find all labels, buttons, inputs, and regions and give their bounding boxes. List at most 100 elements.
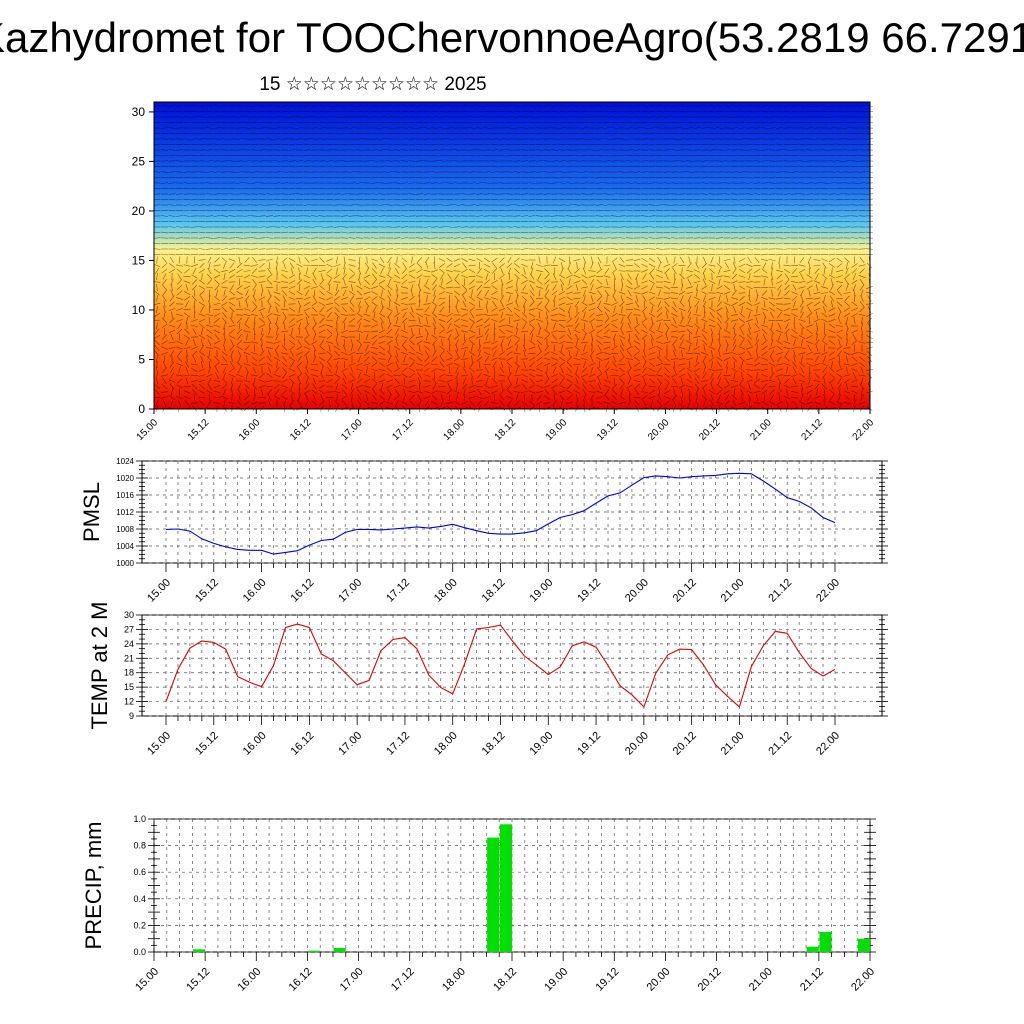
wind-barb bbox=[626, 346, 633, 350]
wind-barb bbox=[348, 330, 356, 333]
wind-barb bbox=[588, 380, 596, 382]
wind-barb bbox=[745, 204, 754, 206]
wind-barb bbox=[805, 149, 814, 151]
wind-barb bbox=[806, 335, 813, 339]
wind-barb bbox=[798, 286, 806, 289]
wind-barb bbox=[746, 301, 753, 307]
wind-barb bbox=[513, 121, 521, 124]
wind-barb bbox=[702, 361, 707, 368]
wind-barb bbox=[363, 385, 371, 388]
wind-barb bbox=[295, 127, 304, 129]
wind-barb bbox=[401, 329, 408, 334]
wind-barb bbox=[409, 339, 415, 346]
wind-barb bbox=[312, 383, 317, 390]
wind-barb bbox=[296, 290, 303, 296]
wind-barb bbox=[453, 356, 461, 362]
wind-barb bbox=[453, 237, 461, 239]
wind-barb bbox=[686, 367, 693, 373]
wind-barb bbox=[476, 258, 483, 262]
wind-barb bbox=[333, 253, 341, 256]
wind-barb bbox=[505, 110, 514, 113]
wind-barb bbox=[460, 253, 469, 256]
wind-barb bbox=[664, 373, 670, 378]
wind-barb bbox=[634, 323, 640, 329]
wind-barb bbox=[303, 138, 311, 140]
wind-barb bbox=[679, 334, 685, 340]
wind-barb bbox=[739, 312, 745, 318]
wind-barb bbox=[783, 116, 791, 118]
wind-barb bbox=[769, 355, 775, 363]
wind-barb bbox=[723, 357, 731, 361]
wind-barb bbox=[805, 182, 814, 184]
wind-barb bbox=[333, 373, 341, 378]
wind-barb bbox=[295, 237, 304, 239]
wind-barb bbox=[505, 253, 514, 256]
wind-barb bbox=[580, 209, 589, 212]
wind-barb bbox=[431, 334, 438, 340]
wind-barb bbox=[303, 160, 311, 162]
wind-barb bbox=[408, 165, 416, 168]
wind-barb bbox=[220, 215, 229, 217]
wind-barb bbox=[320, 273, 324, 280]
wind-barb bbox=[648, 291, 656, 295]
wind-barb bbox=[597, 256, 602, 264]
wind-barb bbox=[185, 317, 189, 324]
wind-barb bbox=[603, 187, 611, 190]
wind-barb bbox=[610, 138, 619, 140]
wind-barb bbox=[603, 193, 611, 195]
wind-barb bbox=[813, 182, 821, 184]
wind-barb bbox=[709, 307, 715, 312]
wind-barb bbox=[543, 110, 551, 113]
wind-barb bbox=[678, 248, 686, 250]
wind-barb bbox=[250, 242, 259, 245]
wind-barb bbox=[190, 253, 199, 256]
wind-barb bbox=[678, 132, 686, 135]
wind-barb bbox=[716, 285, 723, 290]
wind-barb bbox=[673, 272, 676, 281]
wind-barb bbox=[222, 366, 227, 374]
wind-barb bbox=[349, 295, 355, 302]
wind-barb bbox=[303, 231, 311, 234]
wind-barb bbox=[258, 237, 266, 239]
wind-barb bbox=[550, 226, 559, 228]
wind-barb bbox=[471, 377, 473, 385]
wind-barb bbox=[858, 242, 866, 245]
wind-barb bbox=[776, 297, 783, 300]
wind-barb bbox=[381, 322, 383, 330]
wind-barb bbox=[364, 262, 370, 269]
wind-barb bbox=[160, 149, 169, 151]
wind-barb bbox=[701, 318, 708, 323]
wind-barb bbox=[208, 350, 211, 357]
wind-barb bbox=[498, 220, 506, 223]
wind-barb bbox=[816, 311, 818, 319]
wind-barb bbox=[716, 312, 723, 318]
wind-barb bbox=[536, 279, 543, 285]
wind-barb bbox=[800, 383, 804, 390]
wind-barb bbox=[560, 344, 564, 352]
wind-barb bbox=[672, 350, 677, 357]
wind-barb bbox=[432, 350, 437, 357]
wind-barb bbox=[505, 209, 514, 212]
wind-barb bbox=[154, 328, 160, 335]
wind-barb bbox=[350, 284, 354, 291]
wind-barb bbox=[276, 327, 278, 336]
wind-barb bbox=[456, 300, 458, 308]
wind-barb bbox=[483, 154, 491, 157]
wind-barb bbox=[228, 171, 236, 173]
wind-barb bbox=[192, 267, 197, 275]
wind-barb bbox=[493, 371, 496, 380]
wind-barb bbox=[798, 269, 806, 273]
wind-barb bbox=[430, 198, 439, 201]
wind-barb bbox=[550, 160, 559, 162]
wind-barb bbox=[265, 154, 274, 157]
wind-barb bbox=[723, 275, 731, 278]
wind-barb bbox=[528, 215, 536, 217]
wind-barb bbox=[228, 242, 236, 245]
wind-barb bbox=[364, 350, 370, 357]
wind-barb bbox=[753, 362, 761, 367]
wind-barb bbox=[529, 340, 535, 345]
wind-barb bbox=[718, 339, 721, 346]
wind-barb bbox=[678, 121, 686, 124]
wind-barb bbox=[693, 165, 701, 168]
wind-barb bbox=[783, 209, 791, 212]
